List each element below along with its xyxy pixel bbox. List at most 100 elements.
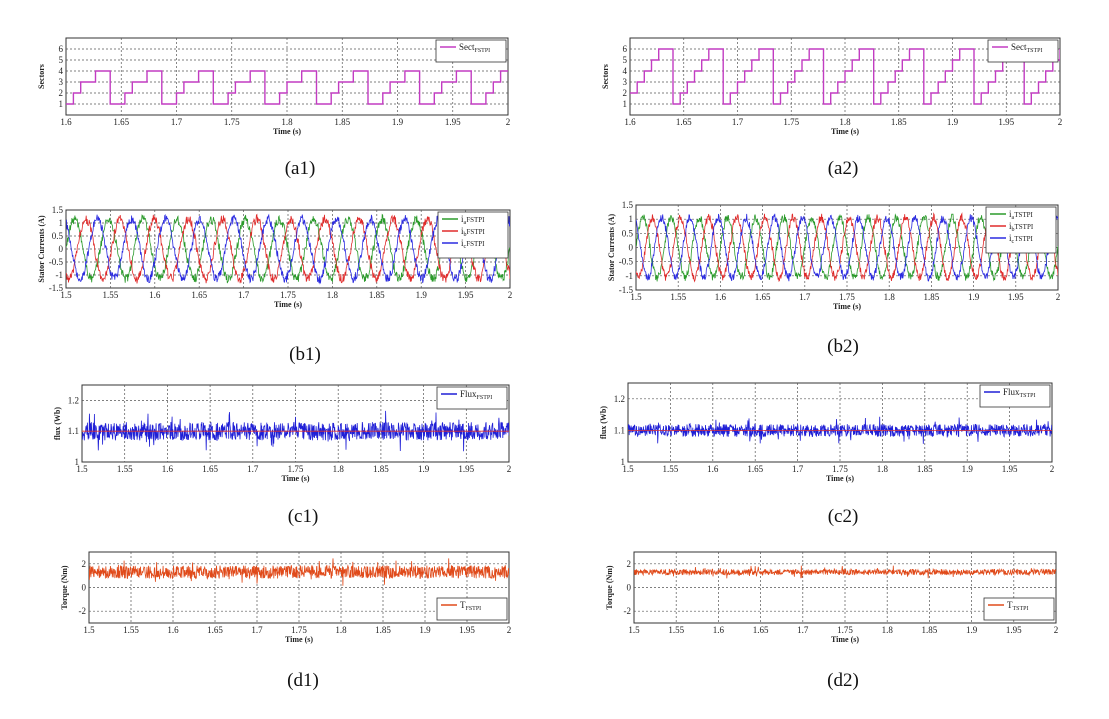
y-tick-label: 6 [59,44,64,54]
panel-caption: (b1) [289,344,321,365]
x-tick-label: 1.95 [1006,625,1022,635]
x-tick-label: 1.75 [291,625,307,635]
x-axis-label: Time (s) [831,127,859,136]
x-tick-label: 2 [1058,117,1063,127]
x-tick-label: 1.85 [891,117,907,127]
x-tick-label: 2 [1054,625,1059,635]
x-tick-label: 1.9 [418,464,430,474]
x-tick-label: 1.8 [335,625,347,635]
x-tick-label: 2 [507,625,512,635]
x-tick-label: 1.9 [966,625,978,635]
legend: TFSTPI [436,597,508,621]
y-tick-label: 1 [621,457,626,467]
x-tick-label: 1.75 [839,292,855,302]
x-tick-label: 1.5 [628,625,640,635]
legend-box [436,597,508,621]
y-tick-label: 0 [627,583,632,593]
x-tick-label: 1.7 [799,292,811,302]
x-tick-label: 1.6 [624,117,636,127]
x-axis-label: Time (s) [281,474,309,483]
chart-d2: 1.5 1.55 1.6 1.65 1.7 1.75 1.8 1.85 1.9 1.95 2 2 0 -2… [605,551,1059,691]
y-tick-label: 6 [623,44,628,54]
y-tick-label: -1.5 [619,285,634,295]
x-tick-label: 1.95 [1002,464,1018,474]
legend-entry: TTSTPI [1007,600,1029,612]
x-tick-label: 1.65 [753,625,769,635]
legend-entry: ibFSTPI [461,226,485,238]
y-tick-label: 3 [59,77,64,87]
legend: SectTSTPI [987,39,1059,63]
y-tick-label: 1.1 [68,426,79,436]
x-tick-label: 1.95 [445,117,461,127]
chart-b2: 1.5 1.55 1.6 1.65 1.7 1.75 1.8 1.85 1.9 1.95 2 1.5 1… [607,200,1060,357]
legend-box [435,39,507,63]
x-tick-label: 1.7 [732,117,744,127]
series-line-d1-0 [89,558,509,586]
legend-entry: TFSTPI [460,600,481,612]
x-tick-label: 1.7 [797,625,809,635]
panel-caption: (d2) [827,670,859,691]
x-tick-label: 1.55 [663,464,679,474]
legend-box [983,597,1055,621]
x-tick-label: 1.8 [884,292,896,302]
y-tick-label: 1.2 [614,394,625,404]
y-axis-label: Torque (Nm) [605,565,614,610]
series-line-d2-0 [634,565,1056,579]
y-tick-label: 5 [623,55,628,65]
series-line-a1-0 [66,70,508,105]
y-tick-label: 1 [629,214,634,224]
x-tick-label: 1.75 [832,464,848,474]
series-line-b1-0 [66,213,510,284]
y-tick-label: 0.5 [622,228,634,238]
legend-entry: iaFSTPI [461,214,485,226]
x-tick-label: 1.8 [882,625,894,635]
x-tick-label: 1.55 [123,625,139,635]
legend-entry: icFSTPI [461,238,485,250]
x-tick-label: 1.95 [1008,292,1024,302]
y-axis-label: Stator Currents (A) [37,215,46,283]
y-tick-label: 2 [627,559,632,569]
panel-caption: (c2) [828,506,859,527]
y-tick-label: -2 [79,606,87,616]
y-tick-label: 0 [82,583,87,593]
x-tick-label: 1.65 [676,117,692,127]
x-tick-label: 1.8 [327,290,339,300]
panel-caption: (c1) [288,506,319,527]
x-tick-label: 1.6 [149,290,161,300]
chart-d1: 1.5 1.55 1.6 1.65 1.7 1.75 1.8 1.85 1.9 1.95 2 2 0 -2… [60,551,512,691]
x-tick-label: 1.8 [333,464,345,474]
x-tick-label: 1.85 [369,290,385,300]
x-tick-label: 1.55 [103,290,119,300]
x-tick-label: 1.75 [783,117,799,127]
y-tick-label: 2 [59,88,64,98]
legend-entry: FluxTSTPI [1003,387,1036,399]
y-axis-label: Sectors [37,64,46,89]
x-tick-label: 1.95 [458,464,474,474]
legend-box [436,386,508,410]
y-tick-label: 1 [75,457,80,467]
panel-caption: (d1) [287,670,319,691]
chart-c1: 1.5 1.55 1.6 1.65 1.7 1.75 1.8 1.85 1.9 1.95 2 1.2 1… [53,384,511,527]
legend: SectFSTPI [435,39,507,63]
x-tick-label: 1.9 [392,117,404,127]
x-tick-label: 1.55 [668,625,684,635]
x-tick-label: 1.55 [117,464,133,474]
x-tick-label: 1.65 [747,464,763,474]
x-tick-label: 1.6 [162,464,174,474]
x-tick-label: 1.9 [962,464,974,474]
x-tick-label: 1.7 [171,117,183,127]
legend: TTSTPI [983,597,1055,621]
legend-entry: SectTSTPI [1011,42,1043,54]
series-line-b1-1 [66,213,510,284]
x-tick-label: 1.9 [416,290,428,300]
x-tick-label: 1.75 [837,625,853,635]
x-tick-label: 2 [506,117,511,127]
y-axis-label: Sectors [601,64,610,89]
x-tick-label: 1.75 [288,464,304,474]
series-line-b1-2 [66,213,510,285]
x-tick-label: 2 [1050,464,1055,474]
x-tick-label: 1.65 [207,625,223,635]
x-tick-label: 1.85 [917,464,933,474]
